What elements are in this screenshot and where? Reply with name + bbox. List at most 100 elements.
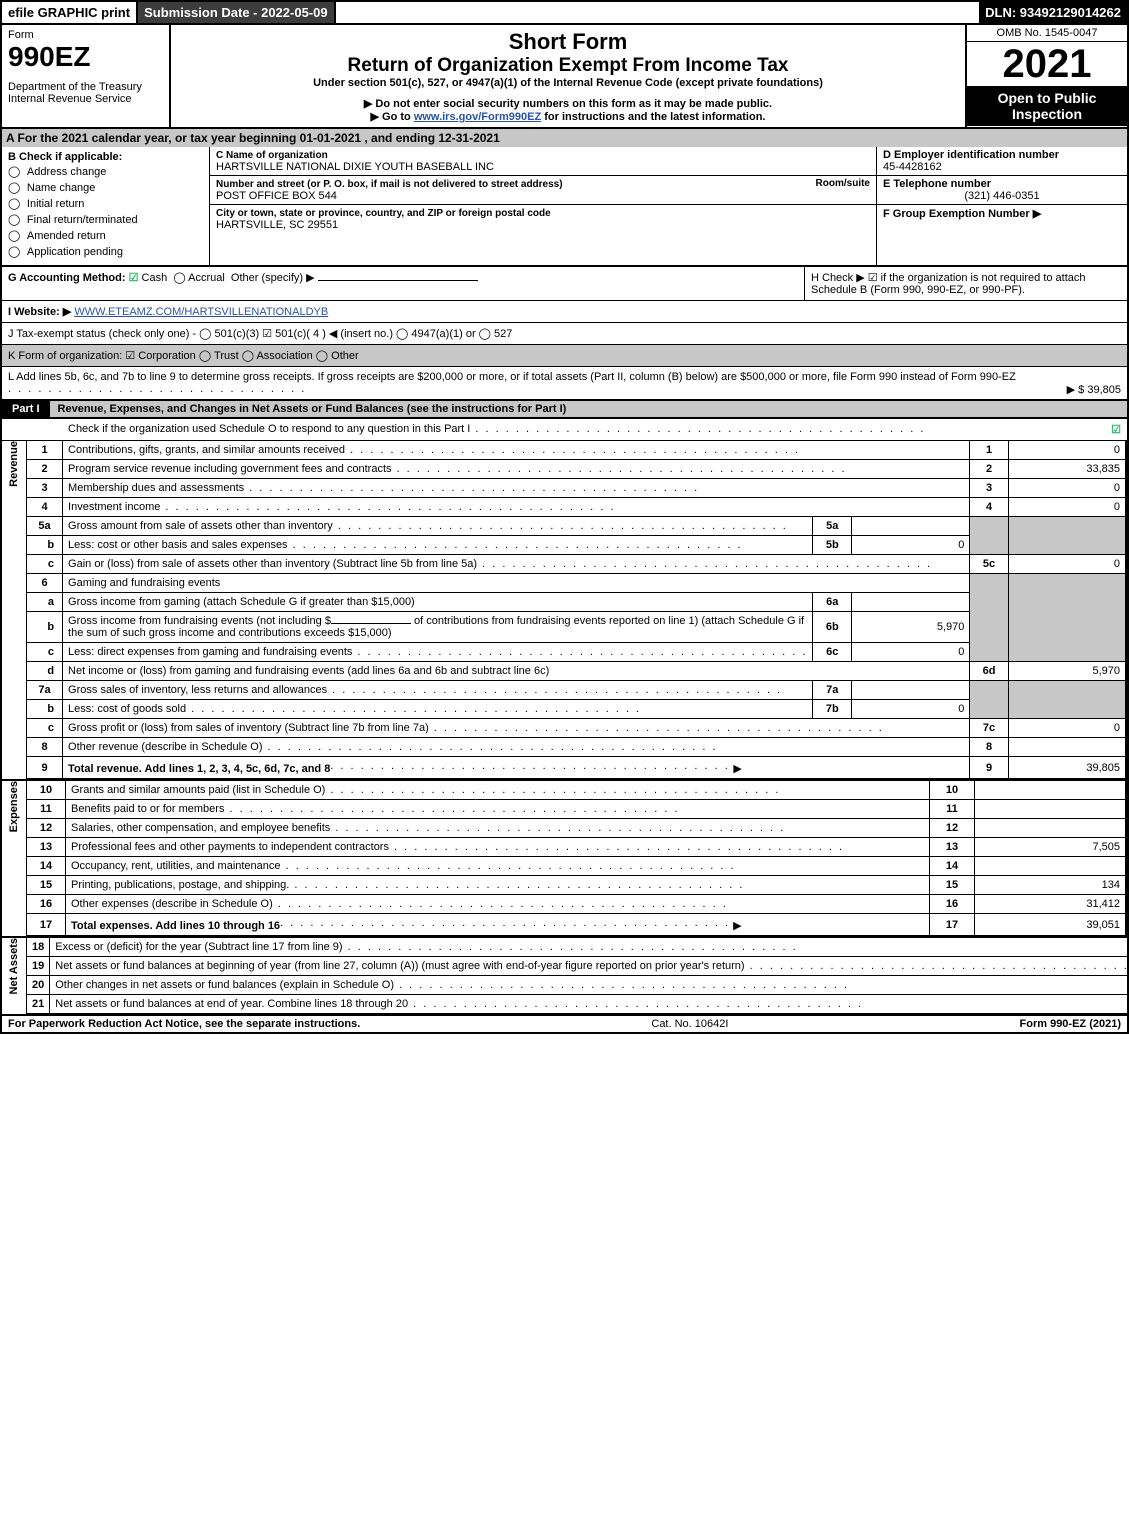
table-row: 21Net assets or fund balances at end of …: [27, 995, 1129, 1014]
table-row: 12Salaries, other compensation, and empl…: [27, 819, 1126, 838]
footer-form: Form 990-EZ (2021): [1020, 1018, 1121, 1030]
accounting-method: G Accounting Method: ☑ Cash ◯ Accrual Ot…: [2, 267, 804, 300]
row-g-h: G Accounting Method: ☑ Cash ◯ Accrual Ot…: [0, 267, 1129, 301]
table-row: dNet income or (loss) from gaming and fu…: [27, 662, 1126, 681]
title-short-form: Short Form: [177, 29, 959, 55]
g-label: G Accounting Method:: [8, 272, 126, 284]
net-assets-table: 18Excess or (deficit) for the year (Subt…: [27, 938, 1129, 1014]
row-l-gross-receipts: L Add lines 5b, 6c, and 7b to line 9 to …: [0, 367, 1129, 400]
check-icon: ☑: [129, 272, 139, 284]
table-row: bLess: cost of goods sold7b0: [27, 700, 1126, 719]
chk-application-pending[interactable]: ◯ Application pending: [8, 245, 203, 259]
ein-label: D Employer identification number: [883, 149, 1059, 161]
table-row: 1Contributions, gifts, grants, and simil…: [27, 441, 1126, 460]
form-header: Form 990EZ Department of the Treasury In…: [0, 25, 1129, 129]
dln: DLN: 93492129014262: [979, 2, 1127, 23]
goto-post: for instructions and the latest informat…: [541, 111, 765, 123]
website-label: I Website: ▶: [8, 306, 71, 318]
table-row: 3Membership dues and assessments30: [27, 479, 1126, 498]
table-row: 5aGross amount from sale of assets other…: [27, 517, 1126, 536]
net-assets-section: Net Assets 18Excess or (deficit) for the…: [0, 936, 1129, 1014]
subtitle-section: Under section 501(c), 527, or 4947(a)(1)…: [177, 77, 959, 89]
goto-pre: ▶ Go to: [371, 111, 414, 123]
table-row: 9Total revenue. Add lines 1, 2, 3, 4, 5c…: [27, 757, 1126, 779]
chk-initial-return[interactable]: ◯ Initial return: [8, 197, 203, 211]
efile-print[interactable]: efile GRAPHIC print: [2, 2, 138, 23]
title-return: Return of Organization Exempt From Incom…: [177, 55, 959, 77]
part1-check-text: Check if the organization used Schedule …: [68, 423, 925, 436]
revenue-section: Revenue 1Contributions, gifts, grants, a…: [0, 441, 1129, 779]
group-exemption-label: F Group Exemption Number ▶: [883, 208, 1041, 220]
revenue-table: 1Contributions, gifts, grants, and simil…: [27, 441, 1127, 779]
subtitle-ssn: ▶ Do not enter social security numbers o…: [177, 97, 959, 110]
org-name: HARTSVILLE NATIONAL DIXIE YOUTH BASEBALL…: [216, 161, 494, 173]
table-row: 7aGross sales of inventory, less returns…: [27, 681, 1126, 700]
expenses-table: 10Grants and similar amounts paid (list …: [27, 781, 1127, 936]
table-row: bLess: cost or other basis and sales exp…: [27, 536, 1126, 555]
accrual-radio[interactable]: ◯: [173, 273, 185, 285]
top-bar: efile GRAPHIC print Submission Date - 20…: [0, 0, 1129, 25]
table-row: 8Other revenue (describe in Schedule O)8: [27, 738, 1126, 757]
box-def: D Employer identification number 45-4428…: [877, 147, 1127, 265]
other-specify: Other (specify) ▶: [231, 272, 315, 284]
revenue-side-label: Revenue: [2, 441, 27, 779]
irs-link[interactable]: www.irs.gov/Form990EZ: [414, 111, 541, 123]
l-amount: ▶ $ 39,805: [1067, 383, 1121, 396]
table-row: 13Professional fees and other payments t…: [27, 838, 1126, 857]
phone-value: (321) 446-0351: [883, 190, 1121, 202]
form-code: 990EZ: [8, 41, 163, 73]
website-link[interactable]: WWW.ETEAMZ.COM/HARTSVILLENATIONALDYB: [74, 306, 328, 318]
table-row: 17Total expenses. Add lines 10 through 1…: [27, 914, 1126, 936]
chk-final-return[interactable]: ◯ Final return/terminated: [8, 213, 203, 227]
chk-name-change[interactable]: ◯ Name change: [8, 181, 203, 195]
chk-address-change[interactable]: ◯ Address change: [8, 165, 203, 179]
table-row: cGain or (loss) from sale of assets othe…: [27, 555, 1126, 574]
row-i-website: I Website: ▶ WWW.ETEAMZ.COM/HARTSVILLENA…: [0, 301, 1129, 323]
chk-amended-return[interactable]: ◯ Amended return: [8, 229, 203, 243]
phone-cell: E Telephone number (321) 446-0351: [877, 176, 1127, 205]
street-cell: Number and street (or P. O. box, if mail…: [210, 176, 876, 205]
row-k-org-form: K Form of organization: ☑ Corporation ◯ …: [0, 345, 1129, 367]
expenses-section: Expenses 10Grants and similar amounts pa…: [0, 779, 1129, 936]
expenses-side-label: Expenses: [2, 781, 27, 936]
city-cell: City or town, state or province, country…: [210, 205, 876, 233]
subtitle-goto: ▶ Go to www.irs.gov/Form990EZ for instru…: [177, 110, 959, 123]
table-row: 18Excess or (deficit) for the year (Subt…: [27, 938, 1129, 957]
footer-left: For Paperwork Reduction Act Notice, see …: [8, 1018, 360, 1030]
footer-catno: Cat. No. 10642I: [360, 1018, 1019, 1030]
part1-check-row: Check if the organization used Schedule …: [0, 419, 1129, 441]
form-word: Form: [8, 29, 163, 41]
other-specify-input[interactable]: [318, 280, 478, 281]
table-row: 4Investment income40: [27, 498, 1126, 517]
box-b-heading: B Check if applicable:: [8, 151, 203, 163]
h-check: H Check ▶ ☑ if the organization is not r…: [804, 267, 1127, 300]
table-row: 16Other expenses (describe in Schedule O…: [27, 895, 1126, 914]
tax-year: 2021: [967, 42, 1127, 86]
l-text: L Add lines 5b, 6c, and 7b to line 9 to …: [8, 371, 1016, 383]
header-center: Short Form Return of Organization Exempt…: [171, 25, 965, 127]
fundraising-amount-input[interactable]: [331, 623, 411, 624]
table-row: 2Program service revenue including gover…: [27, 460, 1126, 479]
part1-bar: Part I Revenue, Expenses, and Changes in…: [0, 400, 1129, 419]
table-row: 10Grants and similar amounts paid (list …: [27, 781, 1126, 800]
room-suite-label: Room/suite: [816, 178, 870, 189]
check-icon[interactable]: ☑: [1111, 423, 1121, 436]
omb-number: OMB No. 1545-0047: [967, 25, 1127, 42]
ein-cell: D Employer identification number 45-4428…: [877, 147, 1127, 176]
org-name-cell: C Name of organization HARTSVILLE NATION…: [210, 147, 876, 176]
org-name-label: C Name of organization: [216, 150, 328, 161]
table-row: cLess: direct expenses from gaming and f…: [27, 643, 1126, 662]
header-left: Form 990EZ Department of the Treasury In…: [2, 25, 171, 127]
street-label: Number and street (or P. O. box, if mail…: [216, 179, 563, 190]
table-row: 14Occupancy, rent, utilities, and mainte…: [27, 857, 1126, 876]
group-exemption-cell: F Group Exemption Number ▶: [877, 205, 1127, 222]
net-assets-side-label: Net Assets: [2, 938, 27, 1014]
table-row: 15Printing, publications, postage, and s…: [27, 876, 1126, 895]
cash-option[interactable]: Cash: [142, 272, 168, 284]
table-row: bGross income from fundraising events (n…: [27, 612, 1126, 643]
table-row: 6Gaming and fundraising events: [27, 574, 1126, 593]
accrual-option: Accrual: [188, 272, 225, 284]
table-row: 11Benefits paid to or for members11: [27, 800, 1126, 819]
open-public-inspection: Open to Public Inspection: [967, 86, 1127, 126]
part1-tag: Part I: [2, 401, 50, 417]
